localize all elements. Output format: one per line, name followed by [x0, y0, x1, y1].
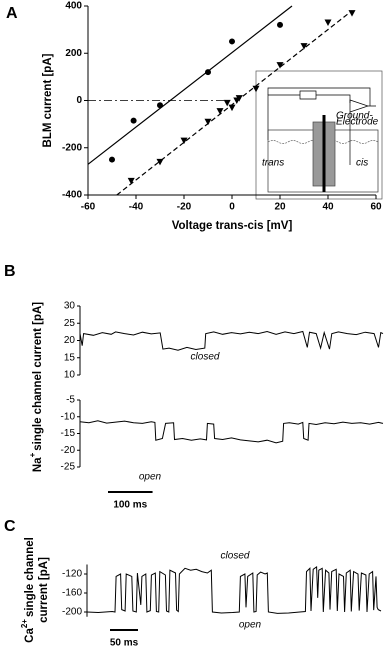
- y-tick-label: -200: [62, 142, 82, 153]
- y-tick-label: -160: [62, 588, 82, 599]
- ion: Na: [32, 457, 44, 472]
- point: [223, 99, 231, 107]
- y-tick-label: -10: [61, 411, 76, 422]
- y-tick-label: -120: [62, 569, 82, 580]
- inset: [255, 70, 383, 200]
- point: [127, 177, 135, 185]
- point: [216, 108, 224, 115]
- trace: [79, 330, 384, 351]
- annotation: open: [239, 620, 262, 631]
- y-axis-label: Ca2+ single channel: [20, 537, 36, 643]
- scale-bar-label: 100 ms: [113, 500, 147, 511]
- panel-label: C: [4, 518, 16, 535]
- panel-label: B: [4, 263, 16, 280]
- fit-line: [116, 10, 353, 196]
- point: [180, 137, 188, 145]
- inset-label: Ground-: [336, 111, 373, 122]
- ion-charge: +: [28, 452, 37, 457]
- y-tick-label: -5: [66, 395, 75, 406]
- panel-label: A: [6, 5, 18, 22]
- point: [204, 118, 212, 126]
- inset-label: trans: [262, 158, 284, 169]
- y-tick-label: 25: [64, 318, 76, 329]
- x-axis-label: Voltage trans-cis [mV]: [172, 220, 293, 232]
- point: [300, 43, 308, 50]
- point: [277, 21, 283, 28]
- fit-line: [87, 5, 293, 165]
- annotation: closed: [221, 551, 250, 562]
- trace: [86, 565, 382, 614]
- x-tick-label: 40: [322, 202, 334, 213]
- y-tick-label: 0: [76, 95, 82, 106]
- point: [130, 117, 137, 124]
- annotation: open: [139, 472, 162, 483]
- x-tick-label: 20: [274, 202, 286, 213]
- x-tick-label: 60: [370, 202, 382, 213]
- point: [276, 62, 284, 69]
- trace: [79, 420, 384, 444]
- y-tick-label: -15: [61, 428, 76, 439]
- y-axis-label-line: single channel: [24, 537, 36, 617]
- y-axis-label: current [pA]: [38, 557, 50, 623]
- inset-label: cis: [356, 158, 368, 169]
- y-tick-label: 20: [64, 335, 76, 346]
- x-tick-label: 0: [229, 202, 235, 213]
- y-tick-label: 10: [64, 370, 76, 381]
- y-tick-label: -20: [61, 445, 76, 456]
- x-tick-label: -40: [129, 202, 144, 213]
- ion: Ca: [24, 628, 36, 643]
- annotation: closed: [191, 352, 220, 363]
- x-tick-label: -20: [177, 202, 192, 213]
- x-tick-label: -60: [81, 202, 96, 213]
- y-axis-label-line: single channel current [pA]: [32, 302, 44, 451]
- y-tick-label: 15: [64, 352, 76, 363]
- y-axis-label: BLM current [pA]: [42, 53, 54, 147]
- point: [229, 38, 235, 45]
- inset-label: Electrode: [336, 117, 379, 128]
- point: [228, 104, 236, 112]
- y-tick-label: 400: [65, 1, 82, 12]
- point: [156, 158, 164, 166]
- point: [109, 156, 115, 163]
- scale-bar-label: 50 ms: [110, 638, 139, 649]
- y-tick-label: -200: [62, 607, 82, 618]
- y-tick-label: 30: [64, 301, 76, 312]
- point: [252, 85, 260, 93]
- point: [324, 19, 332, 27]
- ion-charge: 2+: [20, 619, 29, 628]
- y-tick-label: -25: [61, 462, 76, 473]
- y-tick-label: -400: [62, 190, 82, 201]
- y-tick-label: 200: [65, 48, 82, 59]
- y-axis-label: Na+single channel current [pA]: [28, 302, 44, 472]
